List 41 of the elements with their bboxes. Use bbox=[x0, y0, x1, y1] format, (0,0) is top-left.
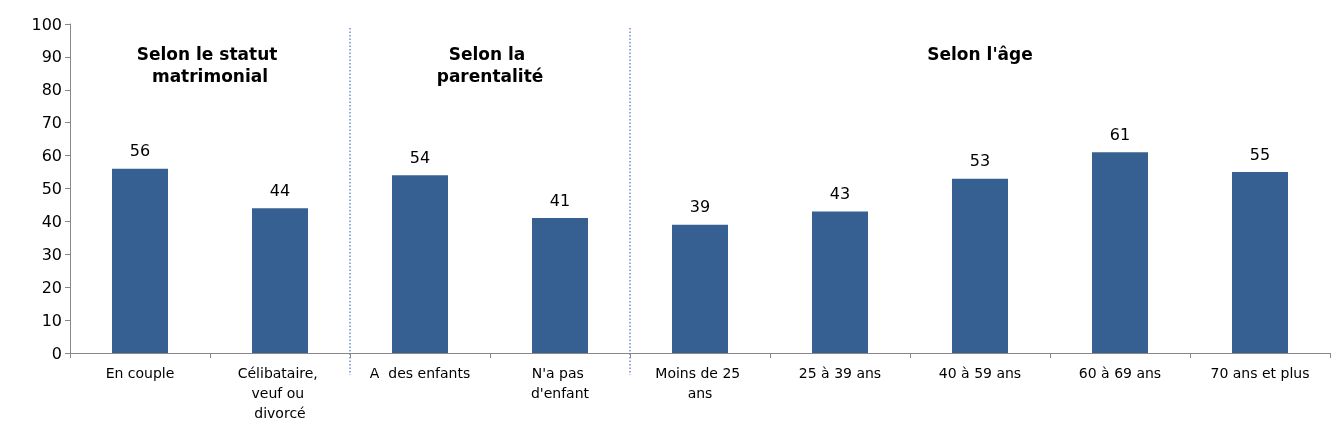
x-tick-label: En couple bbox=[105, 365, 175, 381]
y-tick-label: 50 bbox=[41, 179, 62, 198]
data-label: 61 bbox=[1109, 124, 1131, 144]
y-tick-label: 40 bbox=[41, 211, 62, 231]
bar bbox=[112, 168, 168, 353]
x-tick-label: 25 à 39 ans bbox=[798, 365, 882, 381]
bar bbox=[812, 211, 868, 353]
bar bbox=[672, 224, 728, 353]
data-label: 53 bbox=[969, 151, 991, 171]
y-tick-label: 100 bbox=[31, 14, 62, 34]
bar bbox=[392, 175, 448, 353]
data-label: 41 bbox=[549, 190, 571, 210]
x-tick-label: A des enfants bbox=[369, 365, 471, 381]
data-label: 44 bbox=[269, 180, 291, 200]
x-tick-label: 60 à 69 ans bbox=[1078, 365, 1162, 381]
y-tick-label: 10 bbox=[41, 310, 62, 330]
y-tick-label: 30 bbox=[41, 244, 62, 264]
bar bbox=[252, 208, 308, 353]
x-tick-label: 70 ans et plus bbox=[1210, 365, 1310, 381]
y-tick-label: 20 bbox=[41, 277, 62, 297]
data-label: 55 bbox=[1249, 144, 1271, 164]
annotation: Selon le statut matrimonial bbox=[136, 44, 284, 86]
data-label: 54 bbox=[409, 147, 431, 167]
x-tick-label: N'a pas d'enfant bbox=[530, 365, 590, 401]
data-label: 39 bbox=[689, 197, 711, 217]
bar bbox=[1092, 152, 1148, 353]
y-tick-label: 70 bbox=[41, 113, 62, 133]
data-label: 43 bbox=[829, 184, 851, 204]
x-tick-label: Célibataire, veuf ou divorcé bbox=[237, 365, 323, 421]
annotation: Selon l'âge bbox=[927, 44, 1033, 64]
data-label: 56 bbox=[129, 141, 151, 161]
bar bbox=[952, 178, 1008, 353]
x-tick-label: Moins de 25 ans bbox=[655, 365, 745, 401]
y-tick-label: 80 bbox=[41, 80, 62, 100]
bar bbox=[532, 218, 588, 353]
annotation: Selon la parentalité bbox=[436, 44, 544, 86]
bar bbox=[1232, 172, 1288, 353]
x-tick-label: 40 à 59 ans bbox=[938, 365, 1022, 381]
y-tick-label: 0 bbox=[51, 343, 62, 363]
y-tick-label: 60 bbox=[41, 146, 62, 166]
y-tick-label: 90 bbox=[41, 47, 62, 67]
